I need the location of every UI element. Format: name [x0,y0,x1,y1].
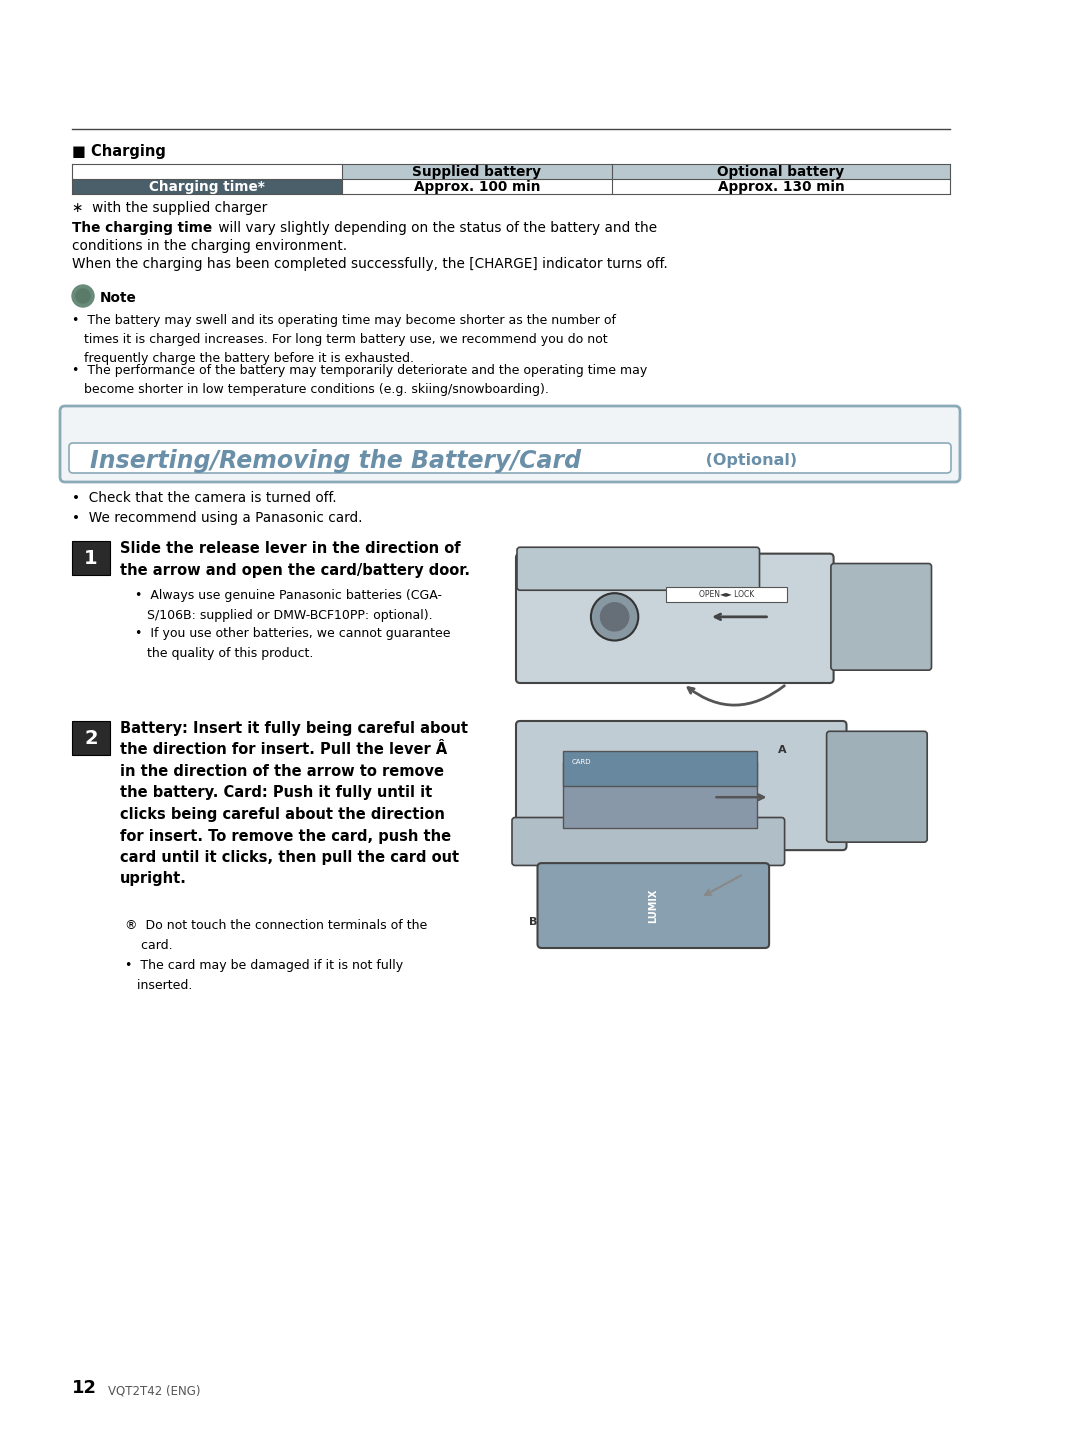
Text: upright.: upright. [120,871,187,887]
Text: Optional battery: Optional battery [717,165,845,178]
FancyBboxPatch shape [512,817,784,865]
FancyBboxPatch shape [516,554,834,682]
Text: 12: 12 [72,1379,97,1397]
Text: Slide the release lever in the direction of: Slide the release lever in the direction… [120,540,461,556]
FancyBboxPatch shape [516,722,847,851]
Text: •  The battery may swell and its operating time may become shorter as the number: • The battery may swell and its operatin… [72,314,616,327]
Text: 1: 1 [84,549,98,568]
Text: frequently charge the battery before it is exhausted.: frequently charge the battery before it … [72,352,414,365]
FancyBboxPatch shape [538,864,769,948]
Text: LUMIX: LUMIX [648,888,659,923]
FancyBboxPatch shape [60,406,960,483]
Text: 2: 2 [84,729,98,748]
Text: become shorter in low temperature conditions (e.g. skiing/snowboarding).: become shorter in low temperature condit… [72,383,549,396]
Text: clicks being careful about the direction: clicks being careful about the direction [120,807,445,822]
Circle shape [591,593,638,640]
FancyBboxPatch shape [517,548,759,590]
Text: in the direction of the arrow to remove: in the direction of the arrow to remove [120,764,444,780]
Text: S/106B: supplied or DMW-BCF10PP: optional).: S/106B: supplied or DMW-BCF10PP: optiona… [135,609,433,622]
Text: •  Check that the camera is turned off.: • Check that the camera is turned off. [72,491,337,506]
Text: the direction for insert. Pull the lever Â: the direction for insert. Pull the lever… [120,742,447,758]
Text: the quality of this product.: the quality of this product. [135,646,313,659]
Text: •  The card may be damaged if it is not fully: • The card may be damaged if it is not f… [125,959,403,972]
Text: The charging time: The charging time [72,222,212,235]
Bar [72,164,950,194]
Text: •  Always use genuine Panasonic batteries (CGA-: • Always use genuine Panasonic batteries… [135,588,442,601]
Text: Note: Note [100,291,137,304]
Text: B: B [528,917,537,927]
Text: •  The performance of the battery may temporarily deteriorate and the operating : • The performance of the battery may tem… [72,364,647,377]
Text: •  If you use other batteries, we cannot guarantee: • If you use other batteries, we cannot … [135,627,450,640]
Text: will vary slightly depending on the status of the battery and the: will vary slightly depending on the stat… [214,222,657,235]
Bar [563,751,756,785]
Text: Battery: Insert it fully being careful about: Battery: Insert it fully being careful a… [120,722,468,736]
Text: Approx. 100 min: Approx. 100 min [414,180,540,194]
Text: Supplied battery: Supplied battery [413,165,541,178]
Text: CARD: CARD [571,759,591,765]
Text: Inserting/Removing the Battery/Card: Inserting/Removing the Battery/Card [90,449,581,472]
Text: Approx. 130 min: Approx. 130 min [717,180,845,194]
Circle shape [599,601,630,632]
FancyBboxPatch shape [69,443,951,472]
Bar [342,164,612,180]
Text: Charging time*: Charging time* [149,180,265,194]
Text: A: A [778,745,786,755]
Text: the arrow and open the card/battery door.: the arrow and open the card/battery door… [120,564,470,578]
Bar [563,762,756,827]
Text: times it is charged increases. For long term battery use, we recommend you do no: times it is charged increases. For long … [72,333,608,346]
Bar [72,180,342,194]
Bar [612,164,950,180]
Text: OPEN◄► LOCK: OPEN◄► LOCK [699,590,754,598]
Bar [666,587,786,601]
Circle shape [76,288,90,303]
Text: card until it clicks, then pull the card out: card until it clicks, then pull the card… [120,851,459,865]
Text: for insert. To remove the card, push the: for insert. To remove the card, push the [120,829,451,843]
Text: When the charging has been completed successfully, the [CHARGE] indicator turns : When the charging has been completed suc… [72,256,667,271]
FancyBboxPatch shape [831,564,932,669]
Text: the battery. Card: Push it fully until it: the battery. Card: Push it fully until i… [120,785,432,800]
Text: card.: card. [125,939,173,952]
Text: (Optional): (Optional) [700,454,797,468]
Text: ∗  with the supplied charger: ∗ with the supplied charger [72,201,267,214]
Circle shape [72,285,94,307]
Bar [72,540,110,575]
FancyBboxPatch shape [826,732,928,842]
Text: conditions in the charging environment.: conditions in the charging environment. [72,239,347,254]
Text: •  We recommend using a Panasonic card.: • We recommend using a Panasonic card. [72,511,363,525]
Text: VQT2T42 (ENG): VQT2T42 (ENG) [108,1384,201,1397]
Text: ®  Do not touch the connection terminals of the: ® Do not touch the connection terminals … [125,919,428,932]
Bar [72,722,110,755]
Text: ■ Charging: ■ Charging [72,143,166,159]
Text: inserted.: inserted. [125,980,192,993]
